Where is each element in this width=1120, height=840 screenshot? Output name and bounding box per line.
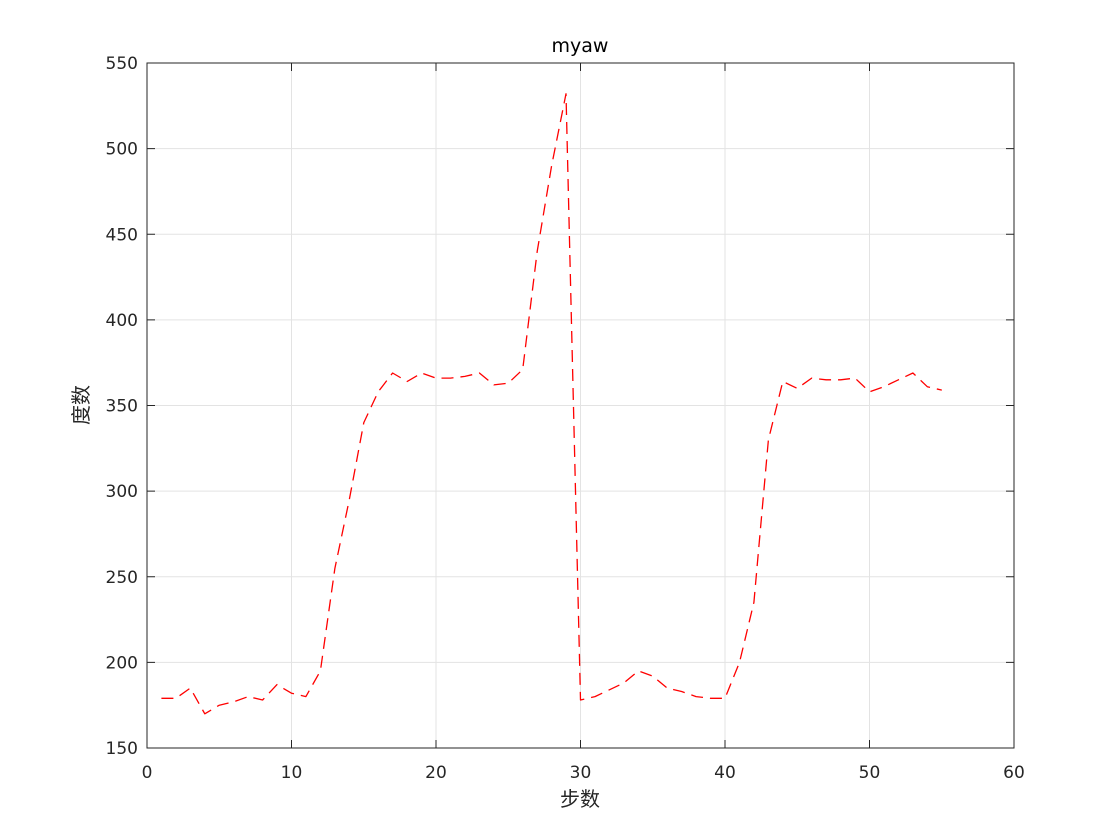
- tick-labels: 0 10 20 30 40 50 60 150 200 250 300 350 400 450 500 550: [106, 54, 1025, 783]
- y-tick-label: 400: [106, 311, 138, 331]
- y-tick-label: 150: [106, 739, 138, 759]
- x-tick-label: 30: [570, 763, 592, 783]
- series-group: [161, 93, 942, 715]
- series-line: [161, 93, 942, 715]
- y-tick-label: 300: [106, 482, 138, 502]
- y-tick-label: 450: [106, 225, 138, 245]
- grid: [147, 63, 1014, 748]
- y-tick-label: 500: [106, 140, 138, 160]
- x-tick-label: 50: [859, 763, 881, 783]
- y-tick-label: 250: [106, 568, 138, 588]
- x-tick-label: 60: [1003, 763, 1025, 783]
- x-axis-label: 步数: [560, 787, 600, 811]
- y-tick-label: 350: [106, 397, 138, 417]
- y-tick-label: 550: [106, 54, 138, 74]
- chart-title: myaw: [552, 35, 609, 57]
- x-tick-label: 10: [281, 763, 303, 783]
- ticks: [146, 62, 1015, 749]
- x-tick-label: 40: [714, 763, 736, 783]
- x-tick-label: 0: [142, 763, 153, 783]
- x-tick-label: 20: [425, 763, 447, 783]
- y-axis-label: 度数: [69, 385, 93, 425]
- y-tick-label: 200: [106, 653, 138, 673]
